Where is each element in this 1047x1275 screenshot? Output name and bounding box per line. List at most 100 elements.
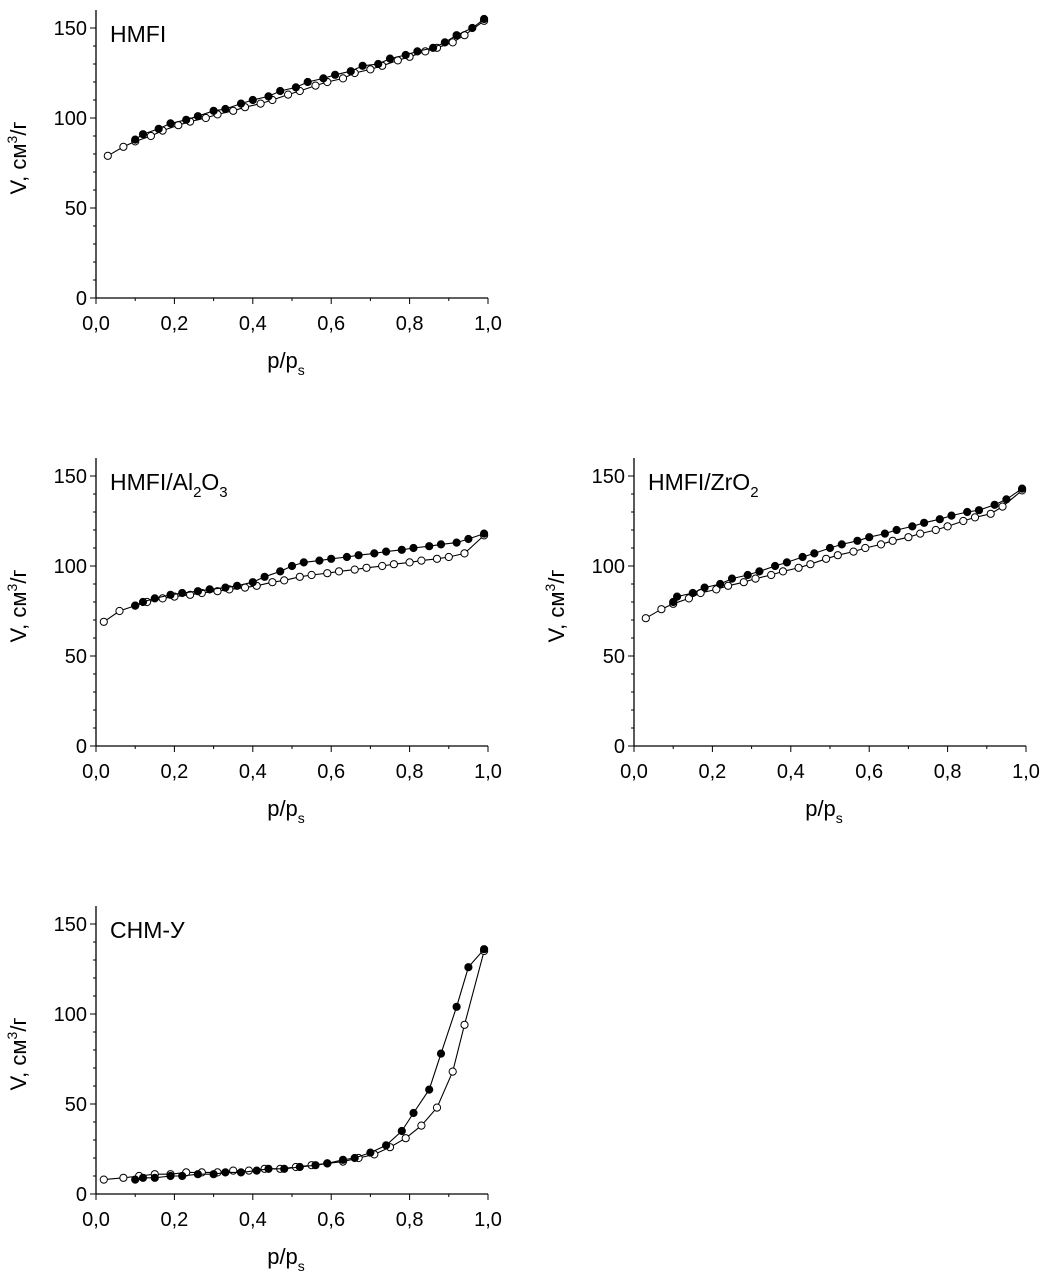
data-point-filled xyxy=(327,554,336,563)
y-tick-label: 100 xyxy=(54,556,87,578)
x-tick-label: 0,4 xyxy=(239,1209,267,1231)
x-tick-label: 0,8 xyxy=(934,761,962,783)
data-point-filled xyxy=(755,567,764,576)
data-point-filled xyxy=(688,588,697,598)
x-tick-label: 1,0 xyxy=(474,1209,502,1231)
data-point-open xyxy=(460,1020,469,1029)
data-point-open xyxy=(323,569,332,578)
data-point-open xyxy=(119,1173,128,1182)
data-point-filled xyxy=(182,115,191,124)
data-point-open xyxy=(115,606,124,616)
data-point-open xyxy=(684,594,694,603)
data-point-open xyxy=(311,81,320,90)
data-point-filled xyxy=(346,67,355,76)
data-point-open xyxy=(307,570,316,580)
data-point-filled xyxy=(287,561,297,571)
data-point-filled xyxy=(150,1173,159,1182)
data-point-filled xyxy=(440,38,449,47)
data-point-filled xyxy=(468,23,477,33)
data-point-open xyxy=(284,90,293,99)
data-point-open xyxy=(244,1166,253,1175)
data-point-open xyxy=(751,574,760,583)
data-point-filled xyxy=(323,1159,332,1168)
data-point-filled xyxy=(397,545,406,554)
data-point-open xyxy=(806,560,815,569)
data-point-filled xyxy=(264,1164,273,1173)
data-point-filled xyxy=(892,525,901,535)
data-point-filled xyxy=(319,74,328,83)
data-point-filled xyxy=(154,124,163,133)
data-point-filled xyxy=(311,1161,320,1170)
data-point-filled xyxy=(193,587,202,596)
data-point-filled xyxy=(1018,484,1027,493)
data-point-filled xyxy=(193,1170,202,1179)
y-tick-label: 50 xyxy=(603,646,625,668)
data-point-open xyxy=(389,560,398,569)
data-point-filled xyxy=(342,552,351,562)
y-axis-label: V, см3/г xyxy=(4,122,31,195)
y-tick-label: 150 xyxy=(54,466,87,488)
data-point-filled xyxy=(837,540,846,549)
data-point-open xyxy=(405,558,414,567)
data-point-filled xyxy=(260,572,269,581)
data-point-filled xyxy=(908,522,917,531)
data-point-filled xyxy=(374,59,383,69)
data-point-open xyxy=(366,65,375,74)
data-point-open xyxy=(724,581,733,590)
data-point-filled xyxy=(370,549,379,558)
x-tick-label: 0,4 xyxy=(239,313,267,335)
y-tick-label: 100 xyxy=(54,108,87,130)
chart-panel-1: 0,0 0,2 0,4 0,6 0,8 1,0 0 50 100 150 p/ps V, см3/г H… xyxy=(4,10,502,378)
data-point-filled xyxy=(673,592,682,601)
y-axis-label: V, см3/г xyxy=(4,570,31,643)
data-point-filled xyxy=(178,588,187,598)
data-point-open xyxy=(401,1134,410,1143)
data-point-filled xyxy=(221,583,230,592)
y-axis-label: V, см3/г xyxy=(4,1018,31,1091)
data-point-filled xyxy=(295,1162,304,1172)
series-filled xyxy=(131,529,489,610)
data-point-filled xyxy=(166,590,175,599)
data-point-open xyxy=(931,525,940,535)
panel-title: HMFI xyxy=(110,21,166,47)
data-point-filled xyxy=(480,945,489,954)
data-point-filled xyxy=(209,1170,218,1179)
data-point-open xyxy=(641,614,650,623)
data-point-filled xyxy=(810,549,819,558)
data-point-open xyxy=(417,556,426,565)
chart-panel-2: 0,0 0,2 0,4 0,6 0,8 1,0 0 50 100 150 p/ps V, см3/г H… xyxy=(4,458,502,826)
data-point-open xyxy=(268,578,277,587)
data-point-filled xyxy=(947,511,956,520)
data-point-filled xyxy=(974,506,984,515)
x-axis-label: p/ps xyxy=(805,796,843,826)
panel-title: HMFI/ZrO2 xyxy=(648,469,759,501)
y-tick-label: 100 xyxy=(592,556,625,578)
panel-title: HMFI/Al2O3 xyxy=(110,469,228,501)
chart-panel-3: 0,0 0,2 0,4 0,6 0,8 1,0 0 50 100 150 p/ps V, см3/г H… xyxy=(542,458,1040,826)
data-point-filled xyxy=(771,561,780,571)
data-point-open xyxy=(334,567,344,576)
data-point-filled xyxy=(880,529,890,538)
data-point-filled xyxy=(716,579,725,589)
data-point-filled xyxy=(429,43,438,52)
data-point-filled xyxy=(409,1108,418,1118)
data-point-filled xyxy=(131,135,140,144)
x-tick-label: 0,0 xyxy=(620,761,648,783)
data-point-filled xyxy=(338,1155,348,1164)
data-point-open xyxy=(119,142,128,151)
x-axis-label: p/ps xyxy=(267,348,305,378)
data-point-filled xyxy=(397,1126,406,1136)
data-point-filled xyxy=(236,99,246,108)
data-point-filled xyxy=(166,119,175,128)
x-tick-label: 0,0 xyxy=(82,1209,110,1231)
series-line xyxy=(645,489,1023,619)
data-point-filled xyxy=(382,1141,391,1150)
data-point-filled xyxy=(452,1002,461,1011)
x-tick-label: 0,2 xyxy=(160,313,188,335)
data-point-filled xyxy=(150,594,159,603)
data-point-open xyxy=(888,536,897,545)
data-point-open xyxy=(861,543,870,553)
y-tick-label: 50 xyxy=(65,198,87,220)
data-point-open xyxy=(432,1103,442,1112)
x-tick-label: 0,0 xyxy=(82,761,110,783)
